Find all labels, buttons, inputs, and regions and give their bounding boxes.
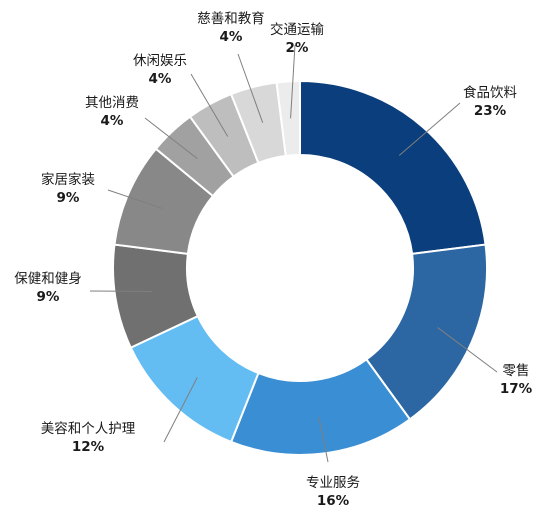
leader-lines	[89, 44, 498, 463]
slice-label-name-7: 其他消费	[85, 95, 139, 111]
leader-line-4	[163, 377, 198, 443]
leader-line-6	[107, 189, 163, 209]
leader-line-3	[318, 416, 329, 463]
slice-label-value-3: 16%	[317, 493, 350, 509]
leader-line-9	[237, 53, 264, 123]
slice-label-name-6: 家居家装	[41, 171, 95, 188]
slice-10	[275, 79, 301, 158]
leader-line-7	[144, 117, 198, 160]
slice-label-name-3: 专业服务	[306, 475, 360, 491]
slice-label-value-10: 2%	[286, 40, 309, 56]
slice-label-value-8: 4%	[149, 71, 172, 87]
leader-line-2	[437, 327, 498, 373]
slice-label-value-4: 12%	[72, 439, 105, 455]
slice-label-name-9: 慈善和教育	[197, 11, 265, 27]
slice-label-name-10: 交通运输	[270, 21, 324, 38]
slice-label-name-2: 零售	[503, 363, 530, 379]
leader-line-1	[398, 102, 461, 156]
slice-label-name-5: 保健和健身	[14, 271, 82, 287]
slice-label-value-6: 9%	[57, 190, 80, 206]
slice-label-name-1: 食品饮料	[463, 84, 517, 101]
slice-label-value-2: 17%	[500, 381, 533, 397]
slice-1	[299, 79, 487, 255]
slice-label-value-1: 23%	[474, 103, 507, 119]
leader-line-8	[190, 73, 229, 137]
slice-label-value-7: 4%	[101, 113, 124, 129]
slice-label-value-5: 9%	[37, 289, 60, 305]
slice-labels: 食品饮料 23% 零售 17% 专业服务 16% 美容和个人护理 12% 保健和健身 9% 家居家装…	[14, 11, 532, 509]
leader-line-10	[290, 44, 296, 119]
slice-label-name-4: 美容和个人护理	[41, 420, 136, 437]
slice-label-value-9: 4%	[220, 29, 243, 45]
slice-label-name-8: 休闲娱乐	[133, 53, 187, 69]
